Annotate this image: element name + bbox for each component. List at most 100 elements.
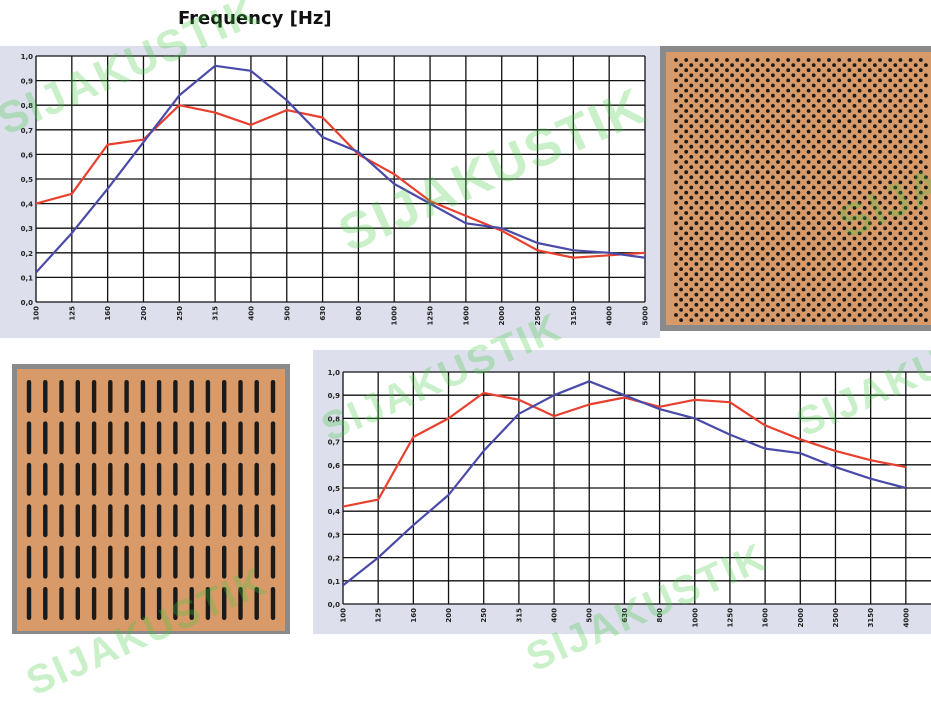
perforation-hole xyxy=(689,144,694,149)
slot-hole xyxy=(91,462,97,496)
perforation-hole xyxy=(888,58,893,62)
perforation-hole xyxy=(776,78,780,83)
perforation-hole xyxy=(811,257,816,261)
perforation-hole xyxy=(857,302,862,307)
perforation-hole xyxy=(679,185,683,190)
slot-hole xyxy=(222,462,227,496)
perforation-hole xyxy=(694,170,699,175)
perforation-hole xyxy=(827,88,831,93)
perforation-hole xyxy=(827,160,831,164)
perforation-hole xyxy=(822,318,826,322)
perforation-hole xyxy=(816,139,821,144)
perforation-hole xyxy=(847,272,852,277)
perforation-hole xyxy=(699,175,704,180)
perforation-hole xyxy=(765,149,770,154)
perforation-hole xyxy=(837,160,842,164)
perforation-hole xyxy=(730,165,734,169)
perforation-hole xyxy=(924,236,928,241)
perforation-hole xyxy=(847,211,852,215)
perforation-hole xyxy=(745,282,750,287)
perforation-hole xyxy=(857,149,862,154)
perforation-hole xyxy=(796,262,801,266)
perforation-hole xyxy=(801,216,806,221)
perforation-hole xyxy=(714,149,719,154)
perforation-hole xyxy=(873,195,877,200)
perforation-hole xyxy=(918,262,923,266)
perforation-hole xyxy=(786,302,791,307)
perforation-hole xyxy=(832,236,836,241)
perforation-hole xyxy=(776,139,780,144)
perforation-hole xyxy=(847,221,852,226)
perforation-hole xyxy=(878,98,882,103)
perforation-hole xyxy=(740,297,745,302)
perforation-hole xyxy=(781,206,785,210)
perforation-hole xyxy=(898,78,903,83)
perforation-hole xyxy=(709,206,714,210)
perforation-hole xyxy=(694,119,699,124)
perforation-hole xyxy=(689,236,694,241)
perforation-hole xyxy=(745,68,750,73)
perforation-hole xyxy=(873,124,877,129)
perforation-hole xyxy=(709,246,714,251)
perforation-hole xyxy=(801,267,806,271)
x-tick-label: 1600 xyxy=(762,608,770,628)
perforation-hole xyxy=(837,119,842,124)
perforation-hole xyxy=(898,292,903,297)
perforation-hole xyxy=(811,144,816,149)
perforation-hole xyxy=(791,73,796,78)
perforation-hole xyxy=(816,251,821,256)
perforation-hole xyxy=(704,282,709,287)
perforation-hole xyxy=(888,78,893,83)
perforation-hole xyxy=(827,119,831,124)
perforation-hole xyxy=(689,73,694,78)
perforation-hole xyxy=(735,200,740,205)
perforation-hole xyxy=(801,93,806,98)
perforation-hole xyxy=(750,134,755,139)
perforation-hole xyxy=(796,272,801,277)
perforation-hole xyxy=(776,88,780,93)
perforation-hole xyxy=(822,63,826,67)
perforation-hole xyxy=(771,63,775,67)
perforation-hole xyxy=(776,313,780,317)
perforation-hole xyxy=(806,109,811,113)
perforation-hole xyxy=(684,139,689,144)
perforation-hole xyxy=(730,206,734,210)
perforation-hole xyxy=(709,267,714,271)
perforation-hole xyxy=(674,221,678,226)
perforation-hole xyxy=(730,63,734,67)
perforation-hole xyxy=(755,211,760,215)
perforation-hole xyxy=(791,93,796,98)
perforation-hole xyxy=(867,68,872,73)
perforation-hole xyxy=(791,277,796,282)
perforation-hole xyxy=(827,282,831,287)
perforation-hole xyxy=(714,160,719,164)
perforation-hole xyxy=(765,88,770,93)
perforation-hole xyxy=(720,144,724,149)
perforation-hole xyxy=(750,73,755,78)
perforation-hole xyxy=(903,246,908,251)
perforation-hole xyxy=(755,109,760,113)
perforation-hole xyxy=(755,302,760,307)
y-tick-label: 0,4 xyxy=(21,201,34,209)
perforation-hole xyxy=(771,165,775,169)
perforation-hole xyxy=(918,221,923,226)
perforation-hole xyxy=(816,313,821,317)
perforation-hole xyxy=(781,195,785,200)
series-line xyxy=(343,380,907,587)
slot-hole xyxy=(238,504,243,538)
perforation-hole xyxy=(883,73,887,78)
x-tick-label: 500 xyxy=(586,608,594,623)
perforation-hole xyxy=(684,78,689,83)
perforation-hole xyxy=(791,308,796,312)
slot-hole xyxy=(75,462,80,496)
perforation-hole xyxy=(674,272,678,277)
perforation-hole xyxy=(852,308,857,312)
perforation-hole xyxy=(832,206,836,210)
perforation-hole xyxy=(806,282,811,287)
perforation-hole xyxy=(893,195,898,200)
perforation-hole xyxy=(771,195,775,200)
perforation-hole xyxy=(918,88,923,93)
perforation-hole xyxy=(801,185,806,190)
perforation-hole xyxy=(811,246,816,251)
y-tick-label: 0,6 xyxy=(21,151,34,159)
